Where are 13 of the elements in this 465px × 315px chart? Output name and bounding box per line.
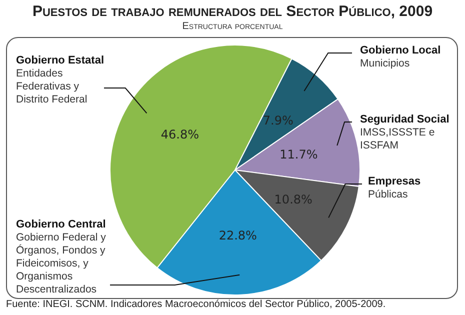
slice-label: Seguridad Social IMSS,ISSSTE e ISSFAM xyxy=(360,114,450,152)
data-label: 46.8% xyxy=(160,128,199,142)
slice-label: Gobierno Estatal Entidades Federativas y Distrito Federal xyxy=(16,54,104,106)
chart-title: Puestos de trabajo remunerados del Sector Público, 2009 xyxy=(31,3,434,20)
data-label: 7.9% xyxy=(262,114,294,128)
slice-label: Gobierno Local Municipios xyxy=(360,44,441,70)
data-label: 22.8% xyxy=(218,228,257,242)
slice-label: Gobierno Central Gobierno Federal y Órganos, Fondos y Fideicomisos, y Organismos Descentralizados xyxy=(16,218,107,296)
source-note: Fuente: INEGI. SCNM. Indicadores Macroeconómicos del Sector Público, 2005-2009. xyxy=(6,299,386,310)
data-label: 11.7% xyxy=(280,148,318,162)
chart-subtitle: Estructura porcentual xyxy=(181,21,284,32)
slice-label: Empresas Públicas xyxy=(368,176,421,200)
data-label: 10.8% xyxy=(274,192,312,207)
